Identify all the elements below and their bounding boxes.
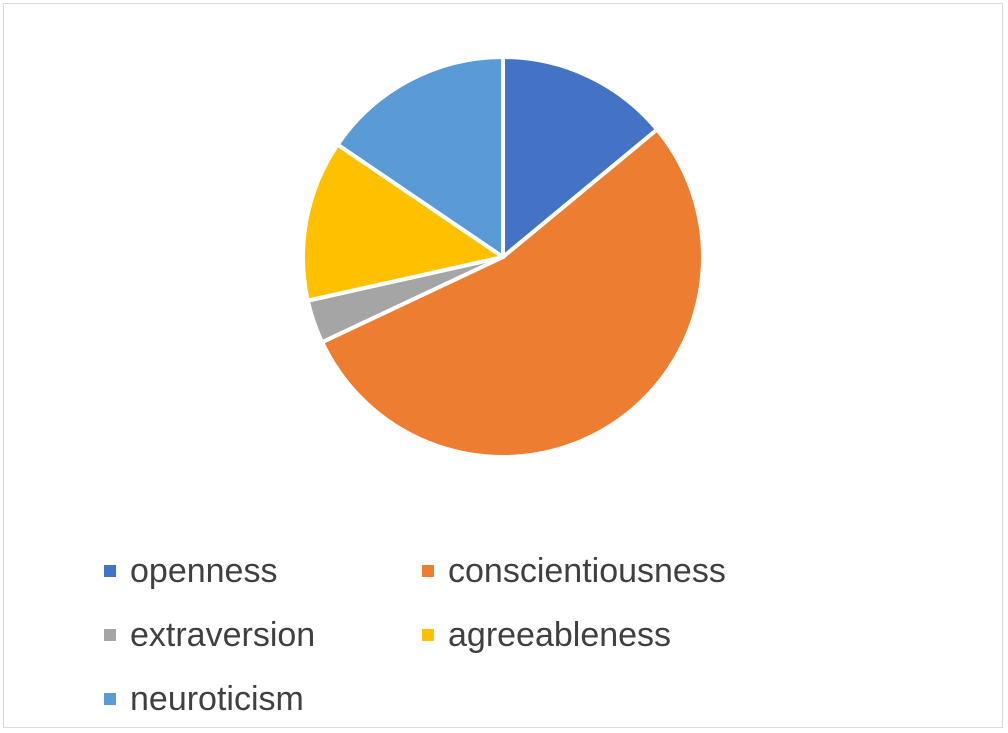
- legend-swatch: [104, 565, 116, 577]
- legend-label: conscientiousness: [448, 552, 726, 590]
- pie-slice-conscientiousness: [320, 127, 705, 459]
- legend-item-extraversion: extraversion: [104, 613, 315, 657]
- pie-chart: [301, 55, 705, 459]
- chart-frame: openness conscientiousness extraversion agr…: [3, 3, 1003, 728]
- legend-item-conscientiousness: conscientiousness: [422, 549, 726, 593]
- pie-slice-agreeableness: [301, 142, 505, 303]
- legend-swatch: [422, 629, 434, 641]
- legend-item-agreeableness: agreeableness: [422, 613, 671, 657]
- legend-label: openness: [130, 552, 278, 590]
- legend-item-openness: openness: [104, 549, 277, 593]
- pie-slice-openness: [501, 55, 660, 259]
- legend-swatch: [422, 565, 434, 577]
- legend-swatch: [104, 629, 116, 641]
- legend-label: extraversion: [130, 616, 316, 654]
- legend-label: neuroticism: [130, 680, 304, 718]
- pie-slice-neuroticism: [335, 55, 505, 259]
- legend-swatch: [104, 693, 116, 705]
- legend-label: agreeableness: [448, 616, 672, 654]
- legend-item-neuroticism: neuroticism: [104, 677, 304, 721]
